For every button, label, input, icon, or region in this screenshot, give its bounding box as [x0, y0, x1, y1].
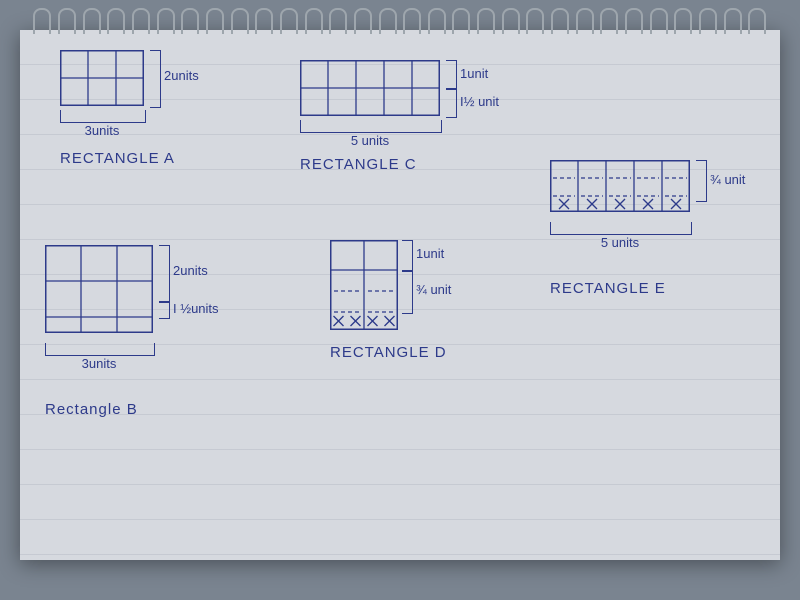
rect-c-height-label-2: I½ unit	[460, 94, 499, 109]
rectangle-e: 5 units ¾ unit RECTANGLE E	[550, 160, 696, 297]
rect-c-width-label: 5 units	[300, 133, 440, 148]
rect-c-height-label-1: 1unit	[460, 66, 488, 81]
rect-a-width-bracket	[60, 110, 146, 123]
rect-d-partial-label: ¾ unit	[416, 282, 451, 297]
rect-d-height-label: 1unit	[416, 246, 444, 261]
rectangle-b: 3units 2units I ½units Rectangle B	[45, 245, 159, 418]
rect-b-height-label: 2units	[173, 263, 208, 278]
rectangle-c: 5 units 1unit I½ unit RECTANGLE C	[300, 60, 446, 173]
rect-d-title: RECTANGLE D	[330, 344, 447, 361]
rectangle-a: 3units 2units RECTANGLE A	[60, 50, 175, 167]
rect-b-grid	[45, 245, 155, 333]
rect-e-width-label: 5 units	[550, 235, 690, 250]
rect-e-height-label: ¾ unit	[710, 172, 745, 187]
rect-b-width-bracket	[45, 343, 155, 356]
rect-c-width-bracket	[300, 120, 442, 133]
rectangle-d: 1unit ¾ unit RECTANGLE D	[330, 240, 447, 361]
notebook-paper: 3units 2units RECTANGLE A 5 units	[20, 30, 780, 560]
rect-d-partial-bracket	[402, 270, 413, 314]
rect-a-title: RECTANGLE A	[60, 150, 175, 167]
rect-c-height-bracket-2	[446, 88, 457, 118]
rect-a-height-bracket	[150, 50, 161, 108]
rect-c-title: RECTANGLE C	[300, 156, 446, 173]
rect-e-width-bracket	[550, 222, 692, 235]
rect-e-title: RECTANGLE E	[550, 280, 696, 297]
rect-b-height-bracket	[159, 245, 170, 303]
rect-b-title: Rectangle B	[45, 401, 159, 418]
rect-d-height-bracket	[402, 240, 413, 272]
rect-a-width-label: 3units	[60, 123, 144, 138]
rect-c-grid	[300, 60, 442, 116]
rect-e-height-bracket	[696, 160, 707, 202]
rect-d-grid	[330, 240, 398, 330]
rect-c-height-bracket-1	[446, 60, 457, 90]
rect-b-extra-label: I ½units	[173, 301, 219, 316]
rect-b-width-label: 3units	[45, 356, 153, 371]
rect-e-grid	[550, 160, 692, 212]
rect-a-grid	[60, 50, 146, 106]
rect-a-height-label: 2units	[164, 68, 199, 83]
rect-b-extra-bracket	[159, 301, 170, 319]
diagram-content: 3units 2units RECTANGLE A 5 units	[20, 30, 780, 560]
